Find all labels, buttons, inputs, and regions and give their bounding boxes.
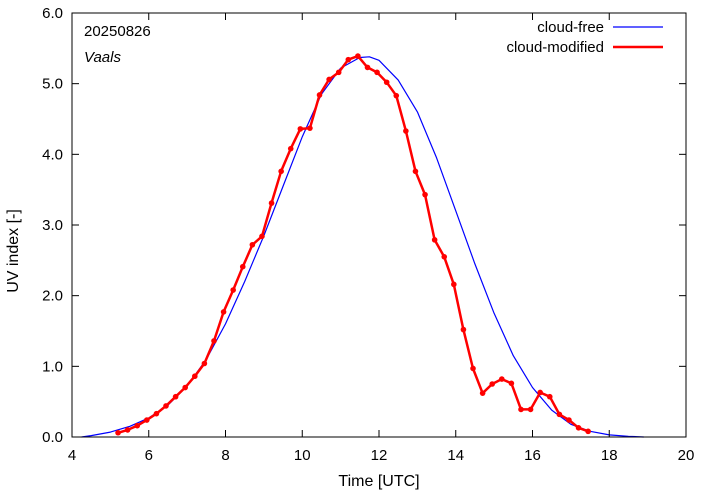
x-axis-title: Time [UTC] [338,473,419,490]
y-tick-label: 4.0 [42,146,63,163]
data-point-cloud-modified [422,191,428,198]
data-point-cloud-modified [374,69,380,76]
data-point-cloud-modified [518,406,524,413]
data-point-cloud-modified [489,381,496,387]
x-tick-label: 12 [371,447,388,464]
data-point-cloud-modified [431,237,438,243]
x-tick-label: 18 [601,447,618,464]
x-tick-label: 10 [294,447,311,464]
data-point-cloud-modified [326,76,332,83]
y-tick-label: 6.0 [42,5,63,22]
y-tick-label: 3.0 [42,217,63,234]
x-tick-label: 4 [68,447,76,464]
data-point-cloud-modified [451,281,457,288]
data-point-cloud-modified [259,233,265,240]
data-point-cloud-modified [297,126,304,132]
data-point-cloud-modified [460,326,467,333]
data-point-cloud-modified [585,428,591,435]
plot-frame [71,12,687,438]
data-point-cloud-modified [115,429,121,436]
data-point-cloud-modified [163,403,169,409]
data-point-cloud-modified [546,393,553,400]
data-point-cloud-modified [537,389,543,396]
location-label: Vaals [84,49,121,66]
data-point-cloud-modified [287,145,294,152]
data-point-cloud-modified [134,422,141,429]
series-layer [81,53,644,438]
data-point-cloud-modified [307,125,313,131]
data-point-cloud-modified [249,241,256,248]
data-point-cloud-modified [172,393,179,400]
tick-marks [71,12,687,438]
tick-labels: 4 6 8 10 12 14 16 18 20 0.0 1.0 2.0 3.0 4.0 5.0 6.0 [42,5,694,464]
y-tick-label: 1.0 [42,358,63,375]
data-point-cloud-modified [201,360,208,367]
data-point-cloud-modified [566,417,572,423]
legend-label-cloud-modified: cloud-modified [506,39,604,56]
y-axis-title: UV index [-] [5,209,22,293]
data-point-cloud-modified [182,384,189,391]
data-point-cloud-modified [412,168,419,175]
data-point-cloud-modified [345,56,352,63]
data-point-cloud-modified [239,263,246,270]
x-tick-label: 8 [221,447,229,464]
data-point-cloud-modified [268,200,275,206]
data-point-cloud-modified [335,69,342,76]
data-point-cloud-modified [192,373,198,380]
x-tick-label: 6 [145,447,153,464]
data-point-cloud-modified [470,365,476,372]
x-tick-label: 20 [678,447,695,464]
y-tick-label: 2.0 [42,288,63,305]
date-label: 20250826 [84,23,151,40]
data-point-cloud-modified [527,406,534,413]
data-point-cloud-modified [575,425,582,431]
x-tick-label: 14 [447,447,464,464]
data-point-cloud-modified [393,92,400,99]
data-point-cloud-modified [278,168,284,175]
data-point-cloud-modified [316,92,323,98]
data-point-cloud-modified [364,64,371,71]
data-point-cloud-modified [508,380,515,387]
data-point-cloud-modified [220,309,227,315]
series-line-cloud-modified [117,54,589,434]
data-point-cloud-modified [479,390,486,396]
y-tick-label: 5.0 [42,76,63,93]
data-point-cloud-modified [153,410,160,417]
legend: cloud-free cloud-modified [506,19,663,56]
data-point-cloud-modified [441,253,448,260]
data-point-cloud-modified [383,79,390,86]
data-point-cloud-modified [230,287,236,293]
series-line-cloud-free [81,56,644,438]
x-tick-label: 16 [524,447,541,464]
data-point-cloud-modified [499,376,505,382]
data-point-cloud-modified [211,338,217,344]
data-point-cloud-modified [403,128,409,134]
data-point-cloud-modified [124,427,131,433]
data-point-cloud-modified [556,411,563,418]
legend-label-cloud-free: cloud-free [537,19,604,36]
data-point-cloud-modified [355,53,361,59]
y-tick-label: 0.0 [42,429,63,446]
data-point-cloud-modified [144,417,150,423]
